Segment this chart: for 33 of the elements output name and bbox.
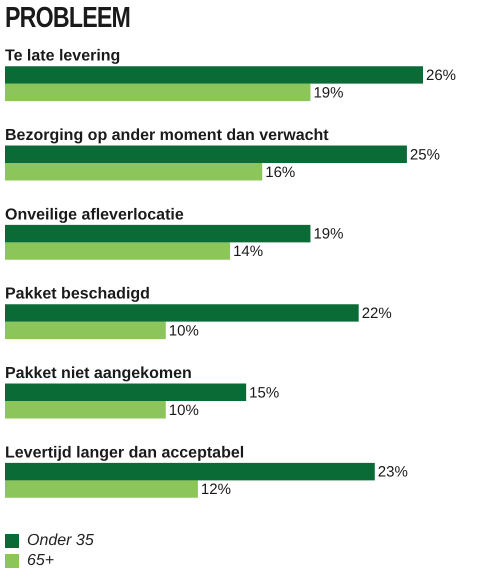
bar	[5, 163, 262, 180]
bar	[5, 480, 198, 498]
bar	[5, 146, 407, 163]
bar	[5, 242, 230, 260]
y-tick-label: Pakket beschadigd	[5, 286, 150, 303]
data-label: 16%	[265, 164, 296, 181]
y-tick-label: Te late levering	[5, 48, 120, 65]
y-tick-label: Onveilige afleverlocatie	[5, 206, 184, 224]
y-tick-label: Bezorging op ander moment dan verwacht	[5, 127, 330, 144]
data-label: 22%	[362, 305, 392, 322]
bar	[5, 322, 166, 340]
data-label: 12%	[200, 481, 231, 498]
data-label: 15%	[249, 384, 280, 402]
chart-title: PROBLEEM	[5, 2, 130, 35]
bar	[5, 401, 166, 418]
data-label: 19%	[313, 226, 344, 243]
data-label: 10%	[168, 322, 199, 340]
bar	[5, 384, 246, 401]
legend-label: 65+	[27, 552, 54, 570]
data-label: 14%	[233, 243, 264, 260]
bar	[5, 462, 375, 480]
data-label: 10%	[168, 402, 199, 419]
bar	[5, 66, 423, 84]
legend-label: Onder 35	[27, 532, 94, 550]
data-label: 25%	[410, 146, 440, 164]
y-tick-label: Levertijd langer dan acceptabel	[5, 444, 244, 462]
bar	[5, 84, 310, 102]
y-tick-label: Pakket niet aangekomen	[5, 365, 192, 382]
data-label: 26%	[426, 67, 456, 84]
data-label: 19%	[313, 84, 344, 102]
bar	[5, 304, 359, 322]
data-label: 23%	[378, 464, 408, 481]
bar	[5, 224, 310, 242]
